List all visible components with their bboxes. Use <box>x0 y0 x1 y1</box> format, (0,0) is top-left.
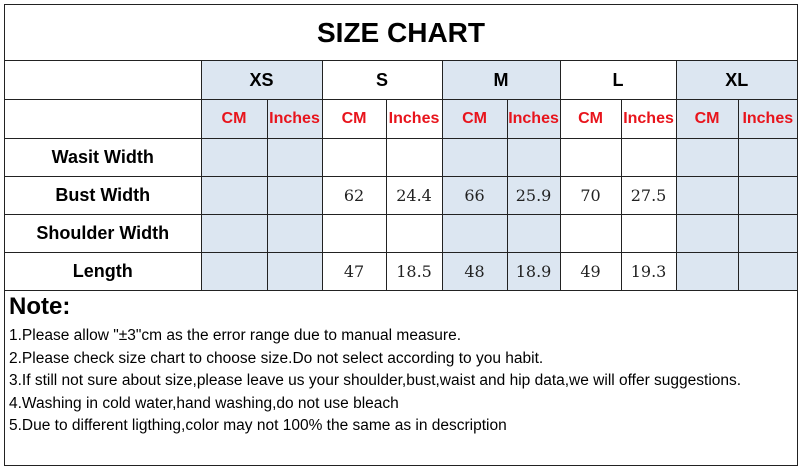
value-cell <box>675 138 739 177</box>
size-l: L <box>559 61 677 100</box>
value-cell <box>266 138 323 177</box>
value-cell: 47 <box>321 252 387 291</box>
value-cell <box>266 252 323 291</box>
value-cell <box>559 214 622 253</box>
size-xl: XL <box>675 61 798 100</box>
value-cell: 27.5 <box>620 176 677 215</box>
size-s: S <box>321 61 443 100</box>
size-table: XS S M L XL CM Inches CM Inches CM Inche… <box>5 61 798 291</box>
unit-cm: CM <box>675 99 739 139</box>
unit-inches: Inches <box>620 99 677 139</box>
value-cell <box>321 138 387 177</box>
unit-inches: Inches <box>266 99 323 139</box>
value-cell <box>506 138 561 177</box>
size-xs: XS <box>200 61 323 100</box>
row-label: Length <box>5 252 202 291</box>
size-chart: SIZE CHART XS S M L XL CM Inches CM Inch… <box>4 4 798 466</box>
value-cell <box>200 138 268 177</box>
note-line: 5.Due to different ligthing,color may no… <box>9 417 507 434</box>
note-line: 4.Washing in cold water,hand washing,do … <box>9 394 399 412</box>
value-cell <box>506 214 561 253</box>
value-cell: 66 <box>441 176 508 215</box>
row-label: Wasit Width <box>5 138 202 177</box>
notes-heading: Note: <box>9 293 71 320</box>
size-m: M <box>441 61 561 100</box>
measurement-row: Wasit Width <box>5 138 798 177</box>
value-cell: 25.9 <box>506 176 561 215</box>
value-cell <box>200 176 268 215</box>
size-header-row: XS S M L XL <box>5 61 798 100</box>
value-cell <box>321 214 387 253</box>
unit-header-row: CM Inches CM Inches CM Inches CM Inches … <box>5 99 798 139</box>
value-cell: 24.4 <box>385 176 443 215</box>
value-cell: 70 <box>559 176 622 215</box>
value-cell <box>385 214 443 253</box>
value-cell: 18.5 <box>385 252 443 291</box>
measurement-row: Shoulder Width <box>5 214 798 253</box>
value-cell: 19.3 <box>620 252 677 291</box>
unit-inches: Inches <box>385 99 443 139</box>
value-cell <box>675 214 739 253</box>
note-line: 1.Please allow "±3"cm as the error range… <box>9 327 462 344</box>
value-cell <box>266 214 323 253</box>
value-cell <box>559 138 622 177</box>
value-cell <box>620 214 677 253</box>
value-cell: 48 <box>441 252 508 291</box>
value-cell <box>441 138 508 177</box>
value-cell <box>737 214 798 253</box>
note-line: 2.Please check size chart to choose size… <box>9 349 544 367</box>
value-cell <box>200 214 268 253</box>
value-cell: 49 <box>559 252 622 291</box>
value-cell <box>441 214 508 253</box>
unit-inches: Inches <box>506 99 561 139</box>
value-cell <box>266 176 323 215</box>
value-cell <box>675 176 739 215</box>
value-cell <box>385 138 443 177</box>
value-cell <box>620 138 677 177</box>
value-cell <box>200 252 268 291</box>
unit-cm: CM <box>559 99 622 139</box>
value-cell: 18.9 <box>506 252 561 291</box>
value-cell <box>737 138 798 177</box>
measurement-row: Bust Width 62 24.4 66 25.9 70 27.5 <box>5 176 798 215</box>
value-cell <box>737 252 798 291</box>
measurement-row: Length 47 18.5 48 18.9 49 19.3 <box>5 252 798 291</box>
note-line: 3.If still not sure about size,please le… <box>9 372 742 389</box>
row-label: Shoulder Width <box>5 214 202 253</box>
corner-cell <box>5 99 202 139</box>
unit-cm: CM <box>200 99 268 139</box>
unit-inches: Inches <box>737 99 798 139</box>
value-cell <box>737 176 798 215</box>
value-cell: 62 <box>321 176 387 215</box>
notes-section: Note: 1.Please allow "±3"cm as the error… <box>5 291 797 438</box>
chart-title: SIZE CHART <box>5 5 797 61</box>
row-label: Bust Width <box>5 176 202 215</box>
unit-cm: CM <box>441 99 508 139</box>
value-cell <box>675 252 739 291</box>
corner-cell <box>5 61 202 100</box>
unit-cm: CM <box>321 99 387 139</box>
